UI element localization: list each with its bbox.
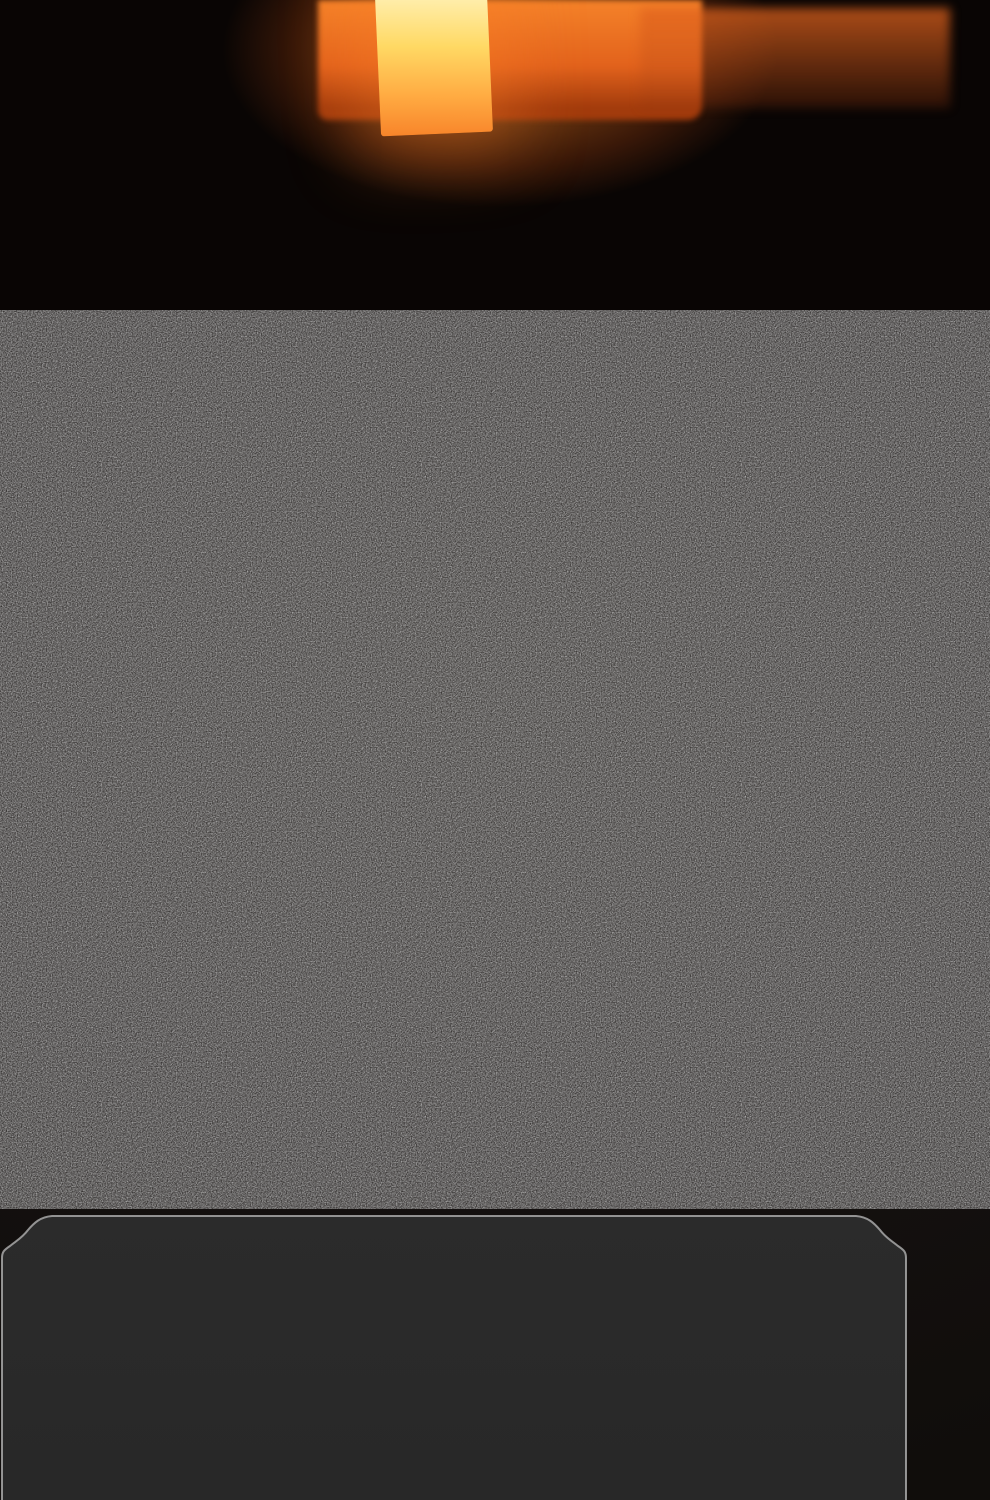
- forge-photo: [0, 0, 990, 310]
- plaque-outline: [1, 1215, 907, 1500]
- furnace-opening-right: [640, 8, 950, 108]
- glowing-steel-billet-right: [499, 0, 644, 123]
- plaque-border: [1, 1215, 907, 1500]
- material-comparison-panel: Material Performance Comparison: C(Conte…: [0, 1214, 990, 1500]
- glowing-steel-billet-left: [374, 0, 494, 137]
